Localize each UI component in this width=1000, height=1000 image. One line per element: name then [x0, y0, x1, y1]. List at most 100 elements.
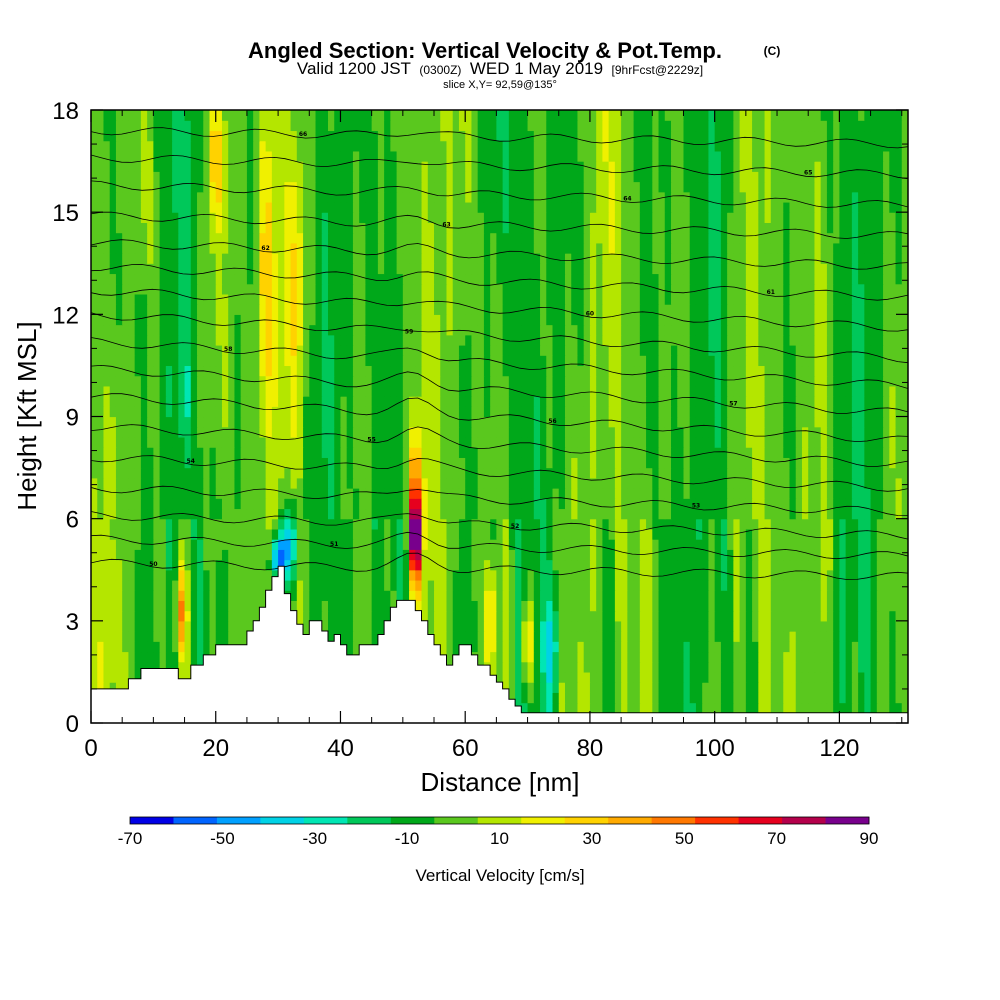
- field-cell: [739, 579, 747, 591]
- field-cell: [870, 498, 878, 510]
- field-cell: [764, 447, 772, 458]
- field-cell: [240, 477, 248, 489]
- field-cell: [184, 671, 192, 683]
- field-cell: [128, 436, 136, 448]
- field-cell: [502, 488, 510, 499]
- field-cell: [552, 518, 560, 530]
- field-cell: [109, 559, 117, 571]
- field-cell: [184, 651, 192, 663]
- field-cell: [789, 498, 797, 510]
- field-cell: [845, 344, 853, 356]
- field-cell: [434, 334, 441, 346]
- field-cell: [483, 436, 491, 448]
- field-cell: [571, 436, 579, 448]
- field-cell: [646, 365, 653, 377]
- field-cell: [801, 375, 809, 387]
- field-cell: [589, 702, 597, 714]
- field-cell: [371, 498, 379, 510]
- field-cell: [165, 396, 173, 407]
- field-cell: [577, 508, 585, 520]
- field-cell: [309, 334, 317, 346]
- field-cell: [284, 406, 292, 418]
- field-cell: [564, 467, 572, 479]
- field-cell: [639, 498, 647, 510]
- field-cell: [658, 406, 666, 418]
- field-cell: [564, 641, 572, 653]
- field-cell: [770, 426, 778, 438]
- field-cell: [845, 682, 853, 693]
- field-cell: [558, 436, 566, 448]
- field-cell: [702, 641, 710, 653]
- field-cell: [122, 406, 130, 418]
- field-cell: [621, 641, 628, 653]
- field-cell: [340, 385, 348, 397]
- field-cell: [820, 426, 828, 438]
- field-cell: [839, 477, 847, 489]
- field-cell: [608, 375, 616, 387]
- field-cell: [390, 344, 398, 356]
- field-cell: [415, 457, 423, 469]
- field-cell: [128, 671, 136, 683]
- field-cell: [508, 396, 516, 407]
- field-cell: [540, 631, 547, 642]
- field-cell: [371, 518, 379, 530]
- field-cell: [602, 488, 610, 499]
- field-cell: [153, 477, 161, 489]
- field-cell: [614, 375, 622, 387]
- field-cell: [527, 671, 535, 683]
- field-cell: [496, 508, 504, 520]
- field-cell: [172, 334, 179, 346]
- field-cell: [596, 518, 604, 530]
- field-cell: [365, 436, 373, 448]
- field-cell: [876, 488, 884, 499]
- field-cell: [546, 559, 554, 571]
- field-cell: [652, 610, 660, 622]
- field-cell: [621, 447, 628, 458]
- field-cell: [764, 488, 772, 499]
- field-cell: [833, 579, 840, 591]
- field-cell: [346, 610, 354, 622]
- field-cell: [471, 610, 479, 622]
- field-cell: [440, 610, 448, 622]
- field-cell: [197, 590, 204, 601]
- field-cell: [477, 549, 485, 561]
- field-cell: [508, 539, 516, 550]
- field-cell: [140, 590, 148, 601]
- field-cell: [608, 692, 616, 704]
- field-cell: [727, 702, 734, 714]
- field-cell: [172, 641, 179, 653]
- field-cell: [664, 344, 672, 356]
- field-cell: [458, 334, 466, 346]
- field-cell: [496, 569, 504, 581]
- field-cell: [783, 590, 791, 601]
- field-cell: [733, 365, 741, 377]
- field-cell: [265, 569, 273, 581]
- field-cell: [440, 477, 448, 489]
- field-cell: [209, 385, 217, 397]
- field-cell: [752, 661, 759, 673]
- field-cell: [664, 620, 672, 632]
- field-cell: [190, 406, 198, 418]
- field-cell: [826, 467, 834, 479]
- field-cell: [240, 620, 248, 632]
- field-cell: [421, 344, 429, 356]
- field-cell: [140, 406, 148, 418]
- field-cell: [115, 457, 123, 469]
- field-cell: [415, 569, 423, 581]
- field-cell: [770, 661, 778, 673]
- field-cell: [315, 569, 323, 581]
- field-cell: [546, 569, 554, 581]
- field-cell: [115, 406, 123, 418]
- field-cell: [122, 559, 130, 571]
- field-cell: [627, 661, 635, 673]
- field-cell: [702, 610, 710, 622]
- field-cell: [546, 477, 554, 489]
- field-cell: [889, 702, 897, 714]
- field-cell: [190, 631, 198, 642]
- field-cell: [758, 631, 766, 642]
- field-cell: [384, 436, 391, 448]
- field-cell: [440, 375, 448, 387]
- field-cell: [515, 559, 522, 571]
- field-cell: [614, 355, 622, 367]
- field-cell: [702, 682, 710, 693]
